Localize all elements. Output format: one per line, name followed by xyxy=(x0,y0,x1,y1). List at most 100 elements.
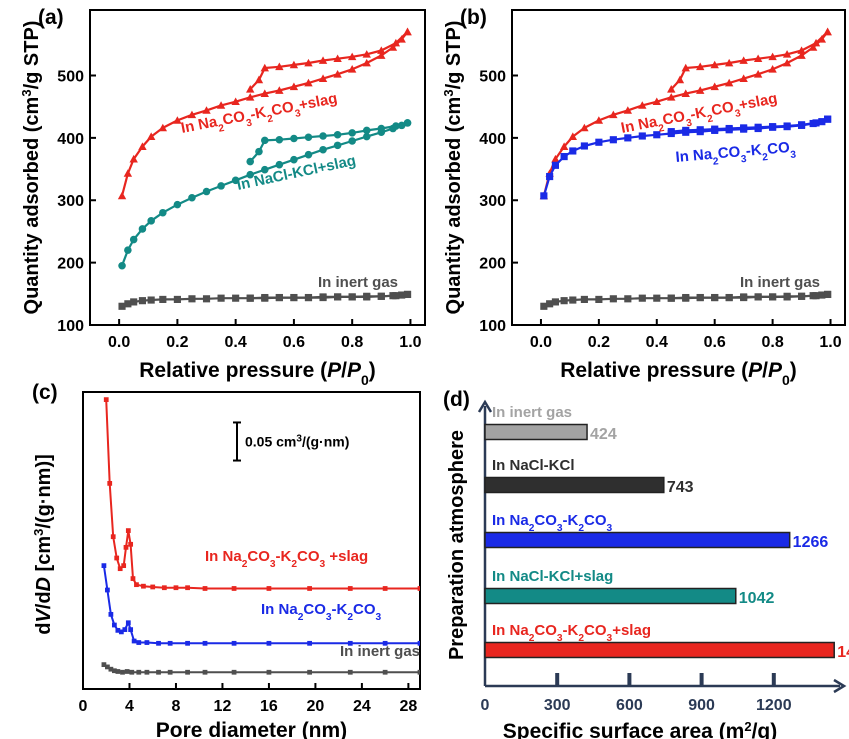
label-part: V xyxy=(33,608,55,623)
data-point xyxy=(105,587,110,593)
panel-label: (a) xyxy=(38,6,64,29)
data-point xyxy=(739,74,748,82)
bar-category-label: In inert gas xyxy=(492,404,572,421)
data-point xyxy=(124,246,132,254)
data-point xyxy=(595,138,603,146)
x-tick-label: 0 xyxy=(79,698,88,715)
data-point xyxy=(403,290,412,299)
data-point xyxy=(202,187,211,196)
data-point xyxy=(392,122,400,130)
data-point xyxy=(397,121,406,130)
data-point xyxy=(147,296,155,304)
data-point xyxy=(739,56,748,64)
data-point xyxy=(382,640,388,646)
x-tick-label: 300 xyxy=(544,697,571,714)
label-part: 0 xyxy=(782,372,790,388)
data-point xyxy=(231,97,240,106)
data-point xyxy=(348,293,356,301)
data-point xyxy=(754,293,762,301)
bar xyxy=(484,587,737,605)
bar xyxy=(484,476,665,494)
data-point xyxy=(546,172,554,181)
data-point xyxy=(403,119,412,127)
data-point xyxy=(150,584,156,590)
data-point xyxy=(124,669,130,674)
data-point xyxy=(417,586,420,591)
x-tick-label: 12 xyxy=(214,698,232,715)
x-tick-label: 0.0 xyxy=(530,334,552,351)
data-point xyxy=(261,136,269,145)
data-point xyxy=(231,640,237,646)
plot-frame xyxy=(82,391,421,690)
data-point xyxy=(254,75,264,84)
data-point xyxy=(307,586,312,591)
panel-a: 0.0 0.2 0.4 0.6 0.8 1.0 100 200 300 400 500 In Na2C… xyxy=(19,6,426,388)
data-point xyxy=(782,58,792,67)
data-point xyxy=(363,292,371,300)
label-part: Quantity adsorbed (cm xyxy=(21,97,43,315)
data-point xyxy=(609,136,617,144)
data-point xyxy=(740,124,748,132)
data-point xyxy=(624,134,632,142)
data-point xyxy=(231,176,240,185)
y-tick-label: 100 xyxy=(57,318,84,335)
panel-label: (c) xyxy=(32,381,58,404)
data-point xyxy=(255,147,263,156)
data-point xyxy=(266,640,272,646)
data-point xyxy=(266,586,272,591)
data-point xyxy=(232,294,240,302)
data-point xyxy=(382,669,388,675)
data-point xyxy=(101,662,107,668)
data-point xyxy=(307,640,312,646)
label-part: ) xyxy=(790,359,797,382)
y-axis-arrow xyxy=(477,399,493,413)
data-point xyxy=(125,620,131,626)
x-axis-label: Pore diameter (nm) xyxy=(156,719,347,739)
data-point xyxy=(782,50,792,58)
data-point xyxy=(107,481,113,486)
data-point xyxy=(783,122,791,130)
x-tick-label: 0.8 xyxy=(761,334,783,351)
data-point xyxy=(653,131,661,139)
data-point xyxy=(122,627,128,632)
data-point xyxy=(115,627,121,633)
label-part: /g STP) xyxy=(21,21,43,90)
series-1: In NaCl-KCl+slag xyxy=(118,119,412,270)
data-point xyxy=(167,669,173,675)
x-axis-label: Relative pressure (P/P0) xyxy=(139,359,376,388)
data-point xyxy=(560,297,568,305)
x-tick-label: 0.4 xyxy=(225,334,247,351)
x-axis-label: Specific surface area (m2/g) xyxy=(503,719,778,739)
y-tick-label: 300 xyxy=(479,193,506,210)
data-point xyxy=(289,82,299,91)
data-point xyxy=(275,135,284,144)
data-point xyxy=(377,124,386,133)
bar-value-label: 1451 xyxy=(837,644,849,661)
data-point xyxy=(696,293,704,302)
label-part: / xyxy=(762,359,768,382)
data-point xyxy=(377,292,385,300)
data-point xyxy=(711,125,719,133)
data-point xyxy=(246,157,254,166)
data-point xyxy=(667,128,675,136)
label-part: [cm xyxy=(33,536,55,577)
y-tick-label: 200 xyxy=(57,256,84,273)
data-point xyxy=(768,65,777,73)
data-point xyxy=(261,165,269,174)
data-point xyxy=(185,669,190,675)
data-point xyxy=(594,116,604,124)
data-point xyxy=(202,640,208,646)
label-part: /g) xyxy=(752,720,778,739)
data-point xyxy=(580,295,588,303)
data-point xyxy=(560,153,568,161)
data-point xyxy=(173,116,182,124)
data-point xyxy=(696,86,705,94)
data-point xyxy=(217,182,225,190)
data-point xyxy=(246,85,255,93)
data-point xyxy=(540,302,548,310)
data-point xyxy=(202,106,211,114)
data-point xyxy=(797,292,806,300)
data-point xyxy=(377,51,386,59)
data-point xyxy=(417,669,420,675)
series-label: In Na2CO3-K2CO3+slag xyxy=(180,90,340,141)
